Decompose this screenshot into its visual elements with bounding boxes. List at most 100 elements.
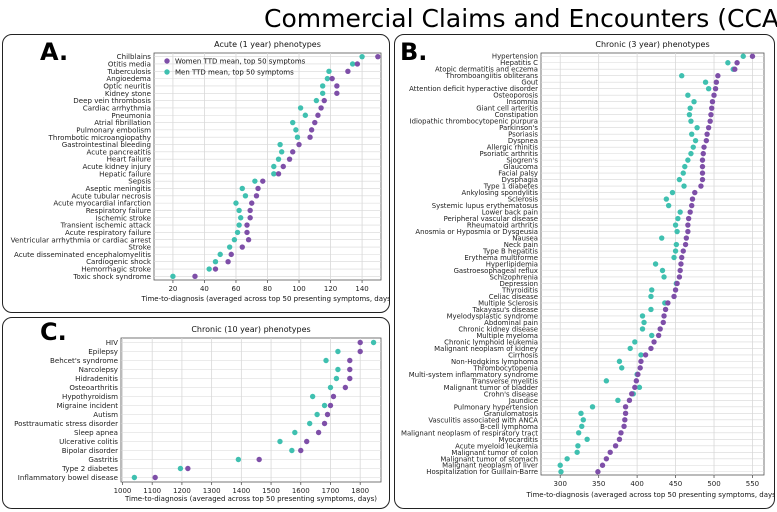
men-point — [615, 397, 621, 404]
women-point — [677, 267, 683, 274]
women-point — [699, 157, 706, 163]
x-tick-label: 1700 — [322, 487, 340, 495]
y-tick-label: Hidradenitis — [75, 374, 118, 383]
men-point — [580, 417, 586, 423]
y-tick-label: Osteoporosis — [493, 92, 538, 100]
men-point — [641, 319, 647, 326]
women-point — [280, 163, 286, 170]
x-axis-label: Time-to-diagnosis (averaged across top 5… — [140, 295, 389, 303]
panel-chronic-3: 300 350 400 450 500 550 Hypertension Hepatitis … — [394, 34, 777, 509]
y-tick-label: Sleep apnea — [74, 428, 118, 437]
y-tick-label: Sjogren's — [506, 157, 538, 165]
women-point — [699, 163, 706, 170]
y-tick-label: Thyroiditis — [501, 286, 538, 294]
panel-label-b: B. — [400, 38, 428, 66]
chart-chronic-10: 1000 1100 1200 1300 1400 1500 1600 1700 1800 HIVE… — [14, 325, 382, 503]
x-tick-label: 1200 — [173, 487, 191, 495]
x-tick-label: 100 — [292, 285, 305, 293]
men-point — [639, 313, 646, 319]
y-tick-label: Hepatic failure — [99, 169, 151, 178]
y-tick-label: Multi-system inflammatory syndrome — [409, 371, 538, 379]
y-tick-label: Type 1 diabetes — [483, 183, 539, 191]
men-point — [236, 207, 242, 214]
y-tick-label: Erythema multiforme — [464, 254, 538, 262]
y-tick-label: Crohn's disease — [484, 390, 538, 398]
women-point — [732, 66, 738, 72]
women-point — [683, 235, 690, 241]
x-tick-label: 1100 — [143, 487, 161, 495]
y-tick-label: Kidney stone — [105, 89, 151, 98]
men-point — [231, 237, 238, 243]
men-point — [627, 345, 633, 352]
y-tick-label: Gout — [521, 79, 538, 87]
y-tick-label: Facial palsy — [498, 170, 538, 178]
men-point — [679, 73, 685, 79]
men-point — [226, 244, 233, 250]
men-point — [688, 118, 694, 124]
men-point — [289, 447, 295, 454]
y-tick-label: Posttraumatic stress disorder — [14, 419, 118, 428]
women-point — [612, 443, 619, 449]
women-point — [327, 402, 334, 409]
men-point — [672, 222, 679, 228]
women-point — [704, 131, 710, 137]
y-tick-label: Sepsis — [128, 177, 151, 186]
y-tick-label: Lower back pain — [482, 209, 538, 217]
men-point — [335, 366, 341, 373]
y-tick-label: Gastroesophageal reflux — [454, 267, 538, 275]
men-point — [690, 144, 696, 150]
men-point — [297, 105, 304, 111]
y-tick-label: Anosmia or Hyposmia or Dysgeusia — [415, 228, 538, 236]
y-tick-label: Giant cell arteritis — [476, 105, 538, 113]
women-point — [244, 229, 250, 236]
x-tick-label: 400 — [630, 480, 643, 488]
x-tick-label: 350 — [592, 480, 605, 488]
women-point — [662, 306, 669, 313]
y-tick-label: Multiple Sclerosis — [478, 299, 538, 307]
women-point — [318, 105, 324, 111]
men-point — [692, 137, 699, 144]
women-point — [709, 105, 715, 111]
y-tick-label: Acute tubular necrosis — [71, 191, 151, 200]
men-point — [686, 111, 693, 118]
men-point — [639, 326, 646, 332]
men-point — [702, 79, 709, 85]
women-point — [637, 365, 643, 371]
y-tick-label: Toxic shock syndrome — [72, 272, 151, 281]
men-point — [675, 215, 681, 222]
y-tick-label: Takayasu's disease — [472, 306, 538, 314]
y-tick-label: Bipolar disorder — [62, 446, 118, 455]
men-point — [579, 423, 585, 430]
men-point — [659, 235, 665, 241]
y-tick-label: Otitis media — [108, 60, 151, 69]
men-point — [616, 358, 623, 365]
men-point — [206, 266, 212, 272]
women-point — [665, 300, 671, 306]
men-point — [313, 97, 320, 104]
men-point — [688, 150, 694, 157]
women-point — [247, 207, 253, 214]
y-tick-label: Jaundice — [508, 397, 538, 405]
x-tick-label: 550 — [746, 480, 759, 488]
y-tick-label: Hypothyroidism — [62, 392, 118, 401]
women-point — [255, 185, 261, 192]
women-point — [671, 293, 677, 300]
men-point — [238, 215, 244, 221]
men-point — [321, 402, 328, 409]
y-tick-label: Gastrointestinal bleeding — [62, 140, 151, 149]
women-point — [192, 273, 198, 280]
women-point — [239, 244, 245, 250]
men-point — [652, 261, 659, 267]
women-point — [329, 75, 335, 82]
women-point — [685, 215, 692, 222]
men-point — [661, 274, 667, 280]
y-tick-label: HIV — [106, 338, 118, 347]
y-tick-label: Cirrhosis — [508, 351, 538, 359]
men-point — [632, 339, 638, 345]
y-tick-label: Chronic kidney disease — [458, 325, 538, 333]
women-point — [347, 375, 353, 382]
women-point — [357, 339, 363, 346]
y-tick-label: Atrial fibrillation — [94, 118, 151, 127]
y-tick-label: Hospitalization for Guillain-Barre — [426, 468, 538, 476]
y-tick-label: Rheumatoid arthritis — [467, 222, 539, 230]
